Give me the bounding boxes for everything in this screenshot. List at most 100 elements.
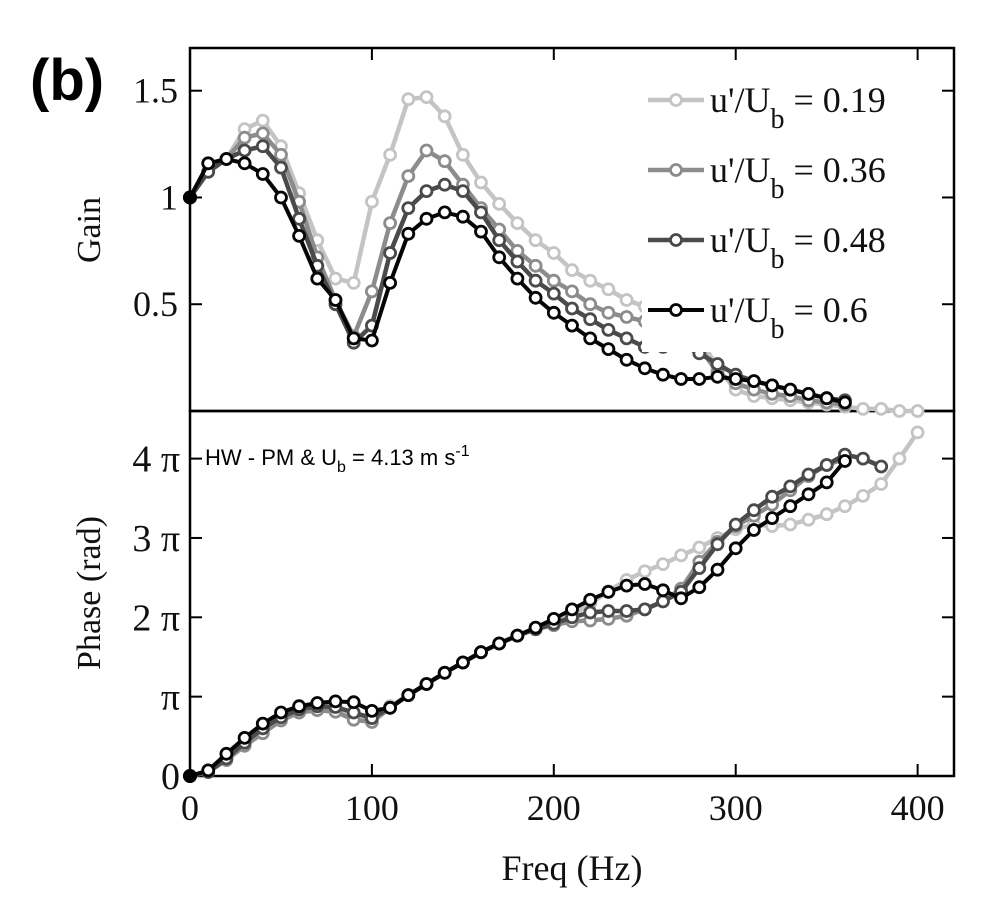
gain-data-point [546,305,561,320]
phase-y-tick-label: 2 π [132,597,180,639]
gain-data-point [710,369,725,384]
annotation-superscript: -1 [455,443,469,460]
phase-data-point [455,655,470,670]
gain-data-point [637,361,652,376]
phase-data-point [656,557,670,571]
gain-data-point [583,312,598,327]
phase-data-point [783,517,798,532]
phase-series-line [189,456,846,779]
phase-data-point [819,458,834,472]
legend-label: u'/Ub = 0.36 [710,150,886,205]
legend-label-subscript: b [771,314,785,345]
legend-item: u'/Ub = 0.6 [642,288,942,352]
gain-data-point [401,226,416,241]
gain-data-point [728,372,743,386]
gain-data-point [455,184,470,199]
phase-data-point [710,562,725,577]
legend-item-background [642,78,942,142]
gain-data-point [364,284,379,299]
legend-label-subscript: b [771,244,785,275]
phase-data-point [728,517,743,532]
legend-label-subscript: b [771,104,785,135]
gain-data-point [328,271,343,286]
gain-data-point [219,152,234,166]
gain-data-point [474,224,488,239]
gain-data-point [492,233,507,248]
phase-data-point [637,577,652,591]
gain-data-point [510,254,525,269]
legend-label-main: u'/U [710,290,771,330]
phase-data-point [619,604,634,618]
gain-y-tick-label: 1.5 [133,71,178,111]
phase-series-group [183,425,925,783]
x-ticks: 0 100 200 300 400 [181,48,945,828]
phase-data-point [856,451,870,466]
phase-data-point [601,585,616,599]
phase-data-point [783,499,798,514]
phase-y-tick-label: π [161,677,180,719]
phase-y-ticks: 0 π 2 π 3 π 4 π [132,439,954,798]
phase-data-point [765,511,779,525]
legend-swatch-marker [669,163,683,177]
phase-series-2 [183,451,852,783]
legend-item-background [642,148,942,212]
phase-data-point [692,540,707,555]
phase-data-point [528,620,543,635]
gain-data-point [237,156,252,171]
gain-data-point [801,386,816,401]
phase-data-point [237,731,252,745]
gain-data-point [237,143,252,158]
phase-data-point [565,602,579,617]
gain-data-point [255,139,270,154]
phase-data-point [765,489,779,504]
gain-data-point [565,284,579,299]
gain-data-point [401,92,416,107]
gain-data-point [910,404,925,418]
phase-series-line [189,459,847,778]
gain-data-point [419,143,434,158]
gain-data-point [856,401,870,416]
gain-data-point [819,391,834,406]
phase-data-point [401,688,416,702]
x-axis-label: Freq (Hz) [502,848,643,888]
phase-axes-frame [188,409,956,778]
gain-data-point [747,374,761,389]
gain-data-point [674,372,688,386]
phase-data-point [874,459,889,474]
gain-data-point [528,273,543,288]
gain-data-point [201,156,216,171]
gain-data-point [419,184,434,199]
legend-label-main: u'/U [710,80,771,120]
gain-data-point [255,167,270,181]
phase-data-point [364,704,379,718]
legend-label-main: u'/U [710,220,771,260]
gain-data-point [364,333,379,348]
gain-data-point [528,258,543,273]
phase-data-point [710,537,725,552]
phase-data-point [346,695,361,710]
x-tick-label: 400 [891,788,945,828]
x-tick-label: 0 [181,788,199,828]
phase-y-tick-label: 3 π [132,518,180,560]
gain-data-point [383,275,398,290]
gain-data-point [492,196,507,211]
phase-data-point [747,523,761,537]
phase-data-point [474,645,488,660]
phase-data-point [674,591,688,606]
gain-data-point [601,305,616,320]
gain-data-point [583,297,598,312]
phase-data-point [637,564,652,579]
phase-data-point [437,665,452,680]
phase-data-point [292,699,307,714]
gain-data-point [565,318,579,333]
gain-data-point [383,216,398,231]
phase-series-4 [183,454,852,783]
gain-data-point [583,331,598,346]
gain-data-point [437,109,452,124]
gain-data-point [565,301,579,316]
conditions-annotation: HW - PM & Ub = 4.13 m s-1 [205,443,470,476]
legend-label-subscript: b [771,174,785,205]
phase-data-point [656,583,670,598]
phase-data-point [419,677,434,691]
phase-data-point [510,628,525,643]
